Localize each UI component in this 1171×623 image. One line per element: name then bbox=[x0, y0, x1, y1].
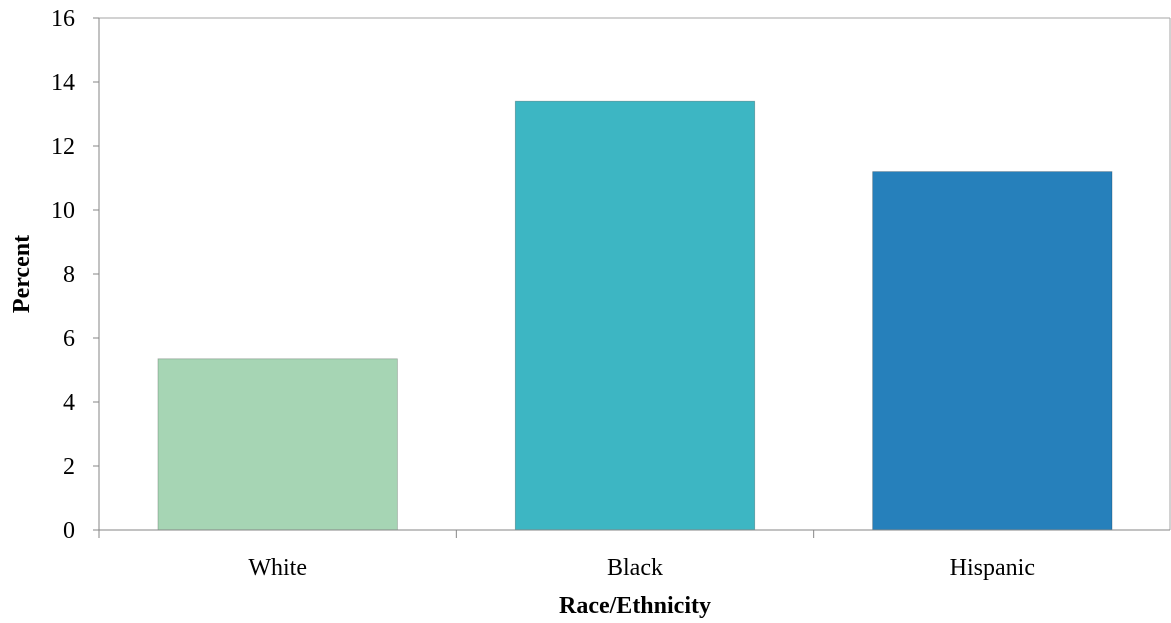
y-tick-label: 6 bbox=[63, 326, 75, 352]
y-tick-label: 10 bbox=[51, 198, 75, 224]
y-tick-label: 0 bbox=[63, 518, 75, 544]
axes bbox=[93, 17, 1171, 531]
x-axis-ticks: White Black Hispanic bbox=[98, 530, 1035, 581]
y-tick-label: 16 bbox=[51, 6, 75, 32]
y-tick-label: 12 bbox=[51, 134, 75, 160]
y-axis-title: Percent bbox=[9, 235, 35, 313]
y-tick-label: 4 bbox=[63, 390, 75, 416]
bars bbox=[157, 100, 1113, 531]
x-tick-label: White bbox=[248, 555, 307, 581]
bar-white bbox=[157, 358, 398, 531]
y-tick-label: 2 bbox=[63, 454, 75, 480]
bar-hispanic bbox=[872, 171, 1113, 531]
y-tick-label: 8 bbox=[63, 262, 75, 288]
y-axis-ticks: 0 2 4 6 8 10 12 14 16 bbox=[51, 6, 99, 544]
x-tick-label: Black bbox=[607, 555, 663, 581]
x-tick-label: Hispanic bbox=[950, 555, 1035, 581]
y-tick-label: 14 bbox=[51, 70, 75, 96]
x-axis-title: Race/Ethnicity bbox=[559, 593, 711, 619]
bar-black bbox=[514, 100, 756, 531]
